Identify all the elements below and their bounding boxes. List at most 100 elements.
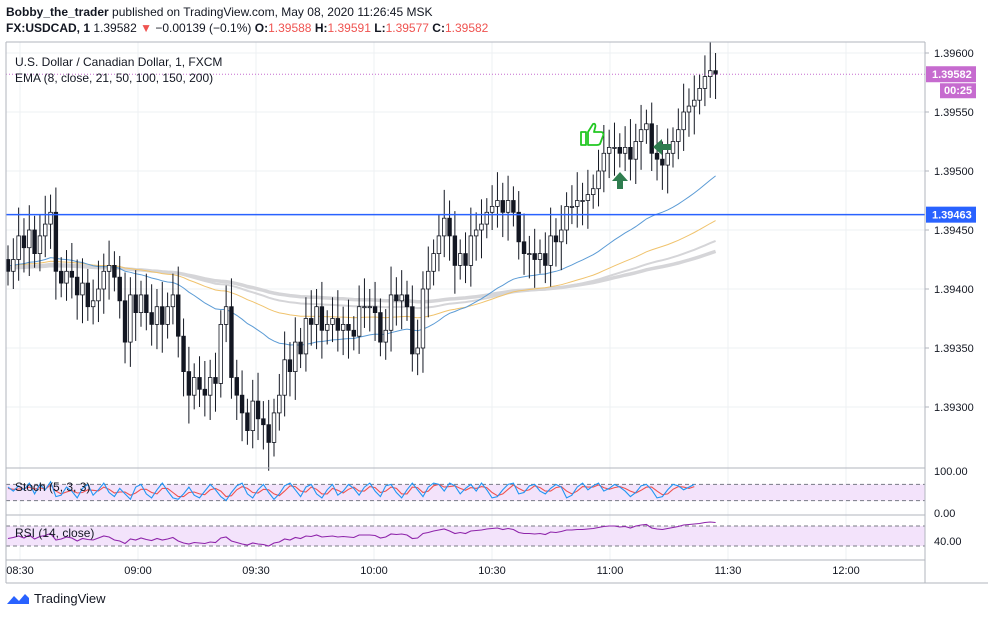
candle-body [367,306,372,309]
publisher-name[interactable]: Bobby_the_trader [6,5,109,19]
candle [606,129,612,179]
candle-body [378,312,383,343]
candle [255,372,261,441]
tradingview-footer[interactable]: TradingView [6,591,106,606]
candle-body [133,294,138,313]
candle-body [569,205,575,208]
candle [90,279,96,325]
candle [463,232,468,284]
candle-body [686,105,692,113]
candle-body [372,306,378,314]
candle-body [271,412,277,443]
open-label: O: [254,21,269,35]
candle [580,182,585,226]
candle [53,187,59,300]
candle [59,257,64,298]
candle [21,218,27,273]
candle [708,42,713,98]
candle-body [591,188,596,195]
time-tick-label: 11:30 [715,565,742,577]
candle-body [277,394,282,414]
candle [383,309,388,360]
candle-body [346,323,351,331]
candle [527,235,532,279]
candle-body [319,306,325,331]
candle-body [112,264,117,278]
candle-body [415,347,420,355]
candle-body [330,318,335,325]
high-label: H: [314,21,328,35]
candle [468,207,474,287]
stoch-axis-label: 0.00 [934,508,955,520]
candle-body [27,229,32,249]
candle [74,259,80,320]
candle [548,207,553,287]
candle [372,281,378,341]
candle-body [69,270,75,278]
candle [154,289,160,350]
candle-body [681,111,686,131]
candle-body [543,253,548,266]
candle [191,363,197,410]
candle-body [457,253,463,266]
candle-body [649,123,654,154]
candle-body [442,217,447,237]
candle [64,250,69,301]
candle-body [170,294,176,308]
candle [138,280,144,327]
candle [250,379,255,449]
countdown-text: 00:25 [944,85,972,97]
candle-body [74,276,80,296]
candle-body [250,400,255,432]
candle [319,281,325,359]
candle [85,268,90,321]
time-tick-label: 10:30 [478,565,506,577]
candle-body [37,235,43,254]
candle-body [660,158,665,166]
candle [176,266,181,358]
candle-body [606,146,612,154]
down-arrow-icon: ▼ [140,21,152,35]
candle [670,127,676,168]
candle-body [633,141,638,160]
candle [202,360,208,417]
candle [80,258,85,324]
candle-body [527,253,532,256]
time-tick-label: 08:30 [6,565,34,577]
candle [16,207,21,281]
candle-body [335,318,341,331]
candle-body [11,259,16,272]
candle-body [229,306,234,378]
candle [473,212,479,261]
candle [591,174,596,209]
candle-body [122,300,128,343]
candle [575,172,580,228]
candle [181,318,186,397]
candle-body [622,146,628,154]
candle [213,352,218,412]
price-tick-label: 1.39600 [934,48,974,60]
candle-body [239,394,245,414]
candle [356,285,362,354]
price-tick-label: 1.39350 [934,343,974,355]
candle [617,133,622,168]
candle-body [5,259,11,272]
low-value: 1.39577 [385,21,429,35]
candle [346,299,351,359]
candle [266,399,271,471]
candle [48,194,53,249]
candle [170,273,176,325]
candle-body [394,294,399,302]
countdown-badge [940,83,976,99]
candle [410,285,415,372]
candle-body [234,377,239,396]
candle-body [511,200,516,213]
candle [69,242,75,299]
candle-body [218,323,223,384]
candle [537,239,543,274]
candle-body [601,152,607,172]
candle-body [388,294,394,331]
candle-body [324,323,330,331]
candle [245,398,250,445]
